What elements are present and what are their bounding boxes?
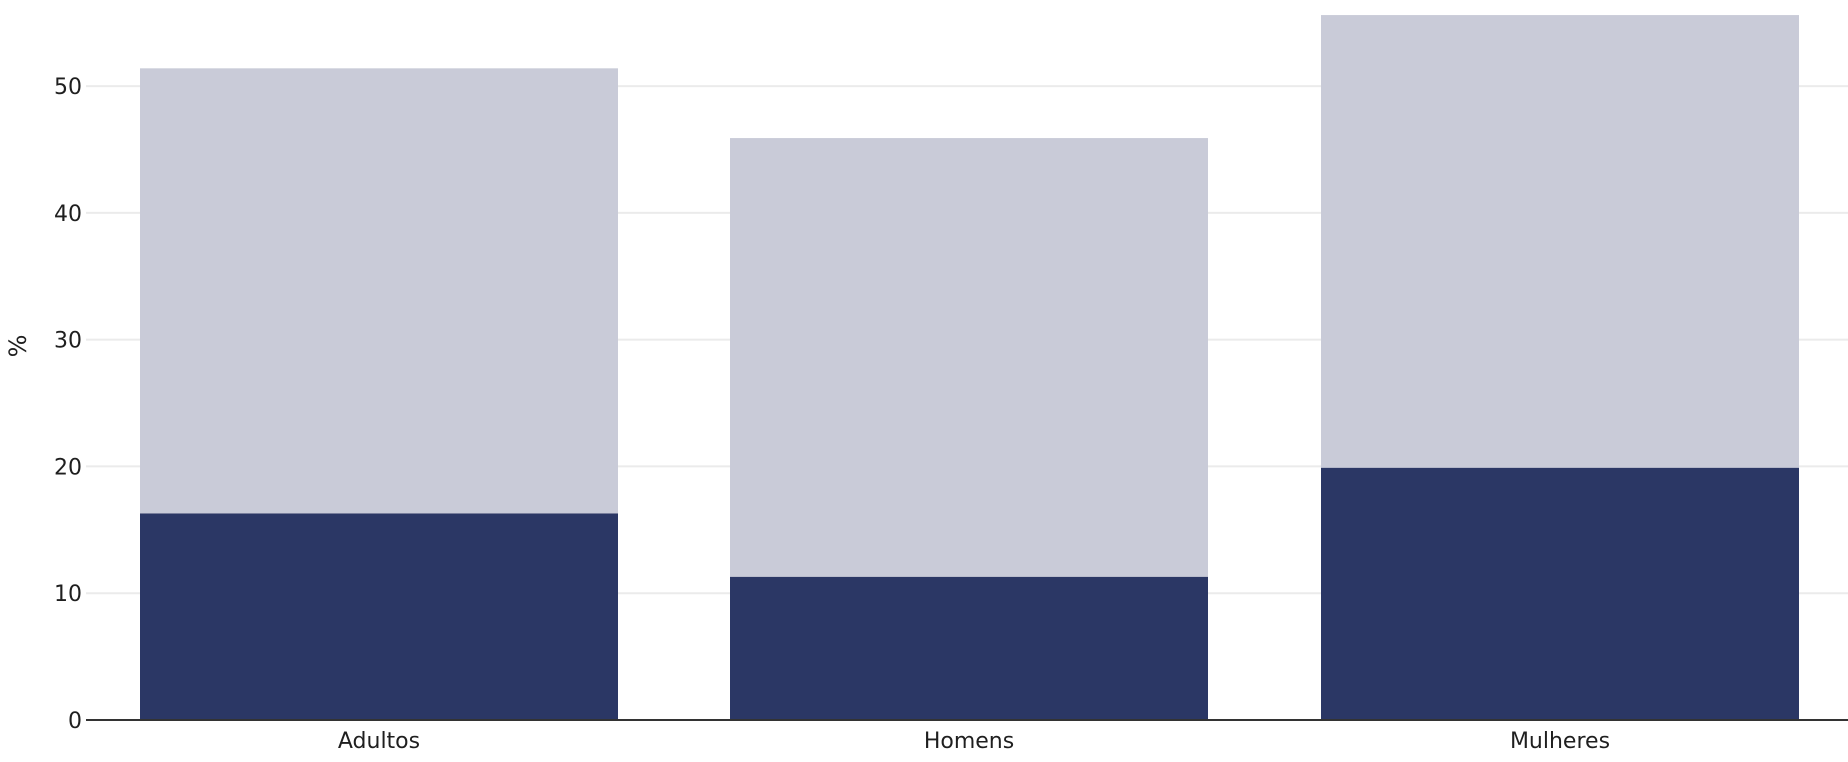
- x-tick-label-homens: Homens: [924, 729, 1014, 754]
- y-axis-title: %: [4, 335, 32, 358]
- x-tick-label-adultos: Adultos: [338, 729, 420, 754]
- y-tick-label: 20: [54, 455, 82, 480]
- y-tick-label: 50: [54, 75, 82, 100]
- bar-adultos-segment-1: [140, 513, 618, 720]
- bar-adultos-segment-2: [140, 68, 618, 514]
- bar-mulheres-segment-1: [1321, 467, 1799, 720]
- y-tick-label: 0: [68, 709, 82, 734]
- x-tick-label-mulheres: Mulheres: [1510, 729, 1610, 754]
- tick-labels: 0 10 20 30 40 50 Adultos Homens Mulheres: [54, 75, 1610, 754]
- y-tick-label: 30: [54, 329, 82, 354]
- y-tick-label: 40: [54, 202, 82, 227]
- y-tick-label: 10: [54, 582, 82, 607]
- bar-homens-segment-2: [730, 138, 1208, 577]
- bar-homens-segment-1: [730, 576, 1208, 720]
- bars: [140, 15, 1799, 720]
- bar-mulheres-segment-2: [1321, 15, 1799, 468]
